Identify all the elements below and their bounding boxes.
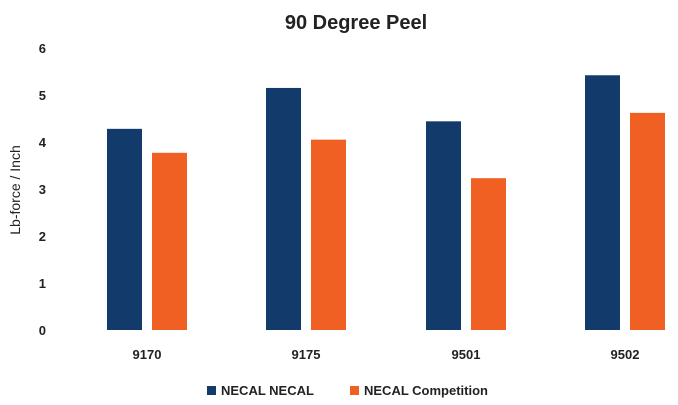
y-tick-label: 2 (39, 229, 46, 244)
y-axis-label: Lb-force / Inch (7, 145, 23, 235)
y-axis-ticks: 0 1 2 3 4 5 6 (39, 41, 47, 338)
chart-title: 90 Degree Peel (285, 12, 427, 34)
x-tick-label: 9170 (133, 347, 162, 362)
legend-label: NECAL NECAL (221, 383, 314, 398)
x-axis-ticks: 9170 9175 9501 9502 (133, 347, 640, 362)
x-tick-label: 9502 (611, 347, 640, 362)
y-tick-label: 3 (39, 182, 46, 197)
y-tick-label: 6 (39, 41, 46, 56)
y-tick-label: 1 (39, 276, 46, 291)
bar-competition-9170 (152, 152, 187, 330)
bar-competition-9501 (471, 178, 506, 330)
bar-necal-9175 (266, 87, 301, 330)
bar-necal-9170 (107, 128, 142, 330)
y-tick-label: 4 (39, 135, 47, 150)
y-tick-label: 5 (39, 88, 46, 103)
bar-competition-9175 (311, 139, 346, 330)
x-tick-label: 9501 (452, 347, 481, 362)
legend-swatch (207, 386, 216, 395)
legend: NECAL NECAL NECAL Competition (207, 383, 488, 398)
y-tick-label: 0 (39, 323, 46, 338)
x-tick-label: 9175 (292, 347, 321, 362)
bar-series (107, 75, 665, 330)
legend-swatch (350, 386, 359, 395)
bar-necal-9502 (585, 75, 620, 330)
bar-necal-9501 (426, 121, 461, 330)
bar-competition-9502 (630, 112, 665, 330)
legend-label: NECAL Competition (364, 383, 488, 398)
